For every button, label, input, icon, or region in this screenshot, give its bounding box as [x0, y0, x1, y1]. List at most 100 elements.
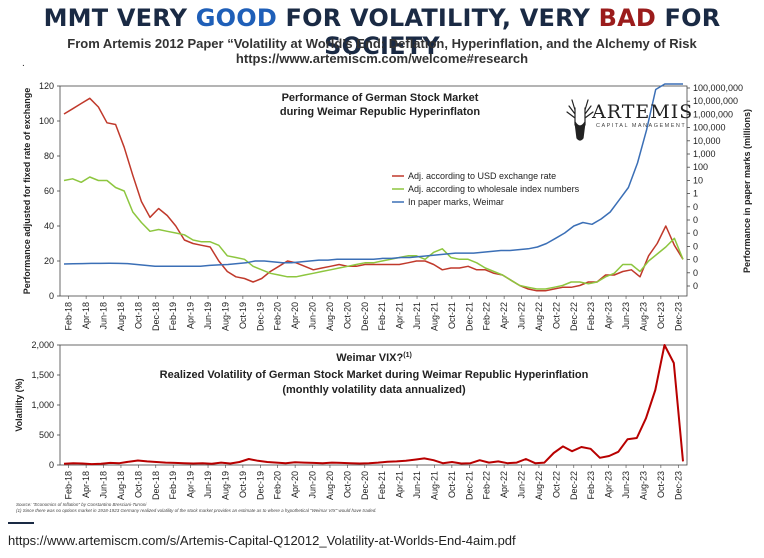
x-tick-label: Dec-19	[255, 302, 265, 331]
bottom-chart-title-2: Realized Volatility of German Stock Mark…	[160, 369, 589, 381]
y-tick-label: 20	[44, 256, 54, 266]
bottom-title-main: Weimar VIX?	[336, 352, 403, 364]
top-chart-title-2: during Weimar Republic Hyperinflaton	[280, 106, 481, 118]
headline-bad: BAD	[598, 4, 656, 32]
x-tick-label: Aug-21	[429, 471, 439, 500]
y-tick-label: 0	[49, 460, 54, 470]
x-tick-label: Oct-19	[238, 471, 248, 498]
logo-sub: CAPITAL MANAGEMENT	[596, 123, 686, 129]
x-tick-label: Apr-23	[604, 471, 614, 498]
x-tick-label: Apr-21	[395, 471, 405, 498]
x-tick-label: Apr-20	[290, 302, 300, 329]
x-tick-label: Jun-23	[621, 302, 631, 330]
y-tick-label: 120	[39, 81, 54, 91]
headline-part3: FOR SOCIETY	[324, 4, 721, 60]
y2-tick-label: 100,000,000	[693, 83, 743, 93]
x-tick-label: Dec-22	[569, 471, 579, 500]
logo-name: ARTEMIS	[591, 101, 693, 123]
x-tick-label: Aug-22	[534, 471, 544, 500]
y2-tick-label: 100	[693, 162, 708, 172]
subtitle: From Artemis 2012 Paper “Volatility at W…	[67, 36, 697, 51]
x-tick-label: Oct-20	[342, 302, 352, 329]
dot-mark: .	[22, 58, 25, 69]
x-tick-label: Oct-20	[342, 471, 352, 498]
x-tick-label: Feb-19	[168, 302, 178, 331]
y2-tick-label: 0	[693, 215, 698, 225]
x-tick-label: Dec-18	[151, 471, 161, 500]
x-tick-label: Jun-20	[308, 302, 318, 330]
headline-good: GOOD	[195, 4, 277, 32]
x-tick-label: Aug-18	[116, 471, 126, 500]
legend: Adj. according to USD exchange rate Adj.…	[392, 171, 580, 207]
x-tick-label: Aug-20	[325, 302, 335, 331]
series-line-1	[63, 176, 684, 290]
artemis-logo: ARTEMIS CAPITAL MANAGEMENT	[566, 99, 693, 141]
x-tick-label: Aug-23	[638, 471, 648, 500]
x-tick-label: Oct-19	[238, 302, 248, 329]
y2-tick-label: 0	[693, 281, 698, 291]
x-tick-label: Jun-19	[203, 471, 213, 499]
x-tick-label: Jun-22	[517, 471, 527, 499]
x-tick-label: Feb-20	[273, 471, 283, 500]
bottom-chart-title-1: Weimar VIX?(1)	[336, 352, 412, 364]
source-note: Source: "Economics of Inflation" by Cons…	[16, 502, 147, 507]
x-tick-label: Jun-18	[99, 471, 109, 499]
x-tick-label: Jun-23	[621, 471, 631, 499]
top-series-lines	[63, 83, 684, 292]
bottom-x-axis: Feb-18 Apr-18 Jun-18 Aug-18 Oct-18 Dec-18 Feb-…	[64, 465, 683, 500]
top-y2-axis-label: Performance in paper marks (millions)	[742, 109, 752, 273]
x-tick-label: Feb-18	[64, 302, 74, 331]
y-tick-label: 500	[39, 430, 54, 440]
y2-tick-label: 1,000	[693, 149, 716, 159]
x-tick-label: Feb-21	[377, 302, 387, 331]
x-tick-label: Apr-20	[290, 471, 300, 498]
top-y-axis: 0 20 40 60 80 100 120	[39, 81, 60, 301]
x-tick-label: Aug-19	[220, 471, 230, 500]
headline: MMT VERY GOOD FOR VOLATILITY, VERY BAD F…	[0, 4, 764, 60]
legend-label-usd: Adj. according to USD exchange rate	[408, 171, 556, 181]
x-tick-label: Feb-22	[482, 302, 492, 331]
x-tick-label: Dec-20	[360, 302, 370, 331]
x-tick-label: Feb-18	[64, 471, 74, 500]
footer-url: https://www.artemiscm.com/s/Artemis-Capi…	[8, 533, 516, 548]
top-chart-title-1: Performance of German Stock Market	[282, 92, 479, 104]
y2-tick-label: 1	[693, 189, 698, 199]
x-tick-label: Jun-18	[99, 302, 109, 330]
y-tick-label: 100	[39, 116, 54, 126]
x-tick-label: Dec-23	[673, 471, 683, 500]
x-tick-label: Feb-23	[586, 302, 596, 331]
x-tick-label: Aug-18	[116, 302, 126, 331]
x-tick-label: Dec-21	[464, 471, 474, 500]
x-tick-label: Feb-23	[586, 471, 596, 500]
y-tick-label: 80	[44, 151, 54, 161]
x-tick-label: Oct-22	[551, 302, 561, 329]
y2-tick-label: 1,000,000	[693, 109, 733, 119]
y2-tick-label: 10	[693, 175, 703, 185]
bottom-y-axis: 0 500 1,000 1,500 2,000	[31, 340, 60, 470]
x-tick-label: Feb-21	[377, 471, 387, 500]
y2-tick-label: 0	[693, 268, 698, 278]
footer-rule	[8, 522, 34, 524]
x-tick-label: Apr-22	[499, 471, 509, 498]
headline-part1: MMT VERY	[43, 4, 196, 32]
top-y2-axis: 0 0 0 0 0 0 0 1 10 100 1,000 10,000 100,000 1,000,000…	[687, 83, 743, 291]
legend-label-wholesale: Adj. according to wholesale index number…	[408, 184, 580, 194]
bottom-y-axis-label: Volatility (%)	[14, 378, 24, 431]
x-tick-label: Apr-18	[81, 302, 91, 329]
x-tick-label: Oct-18	[133, 471, 143, 498]
x-tick-label: Oct-21	[447, 302, 457, 329]
x-tick-label: Jun-19	[203, 302, 213, 330]
y-tick-label: 60	[44, 186, 54, 196]
y2-tick-label: 0	[693, 228, 698, 238]
x-tick-label: Apr-23	[604, 302, 614, 329]
x-tick-label: Aug-23	[638, 302, 648, 331]
y2-tick-label: 10,000	[693, 136, 721, 146]
y2-tick-label: 0	[693, 202, 698, 212]
x-tick-label: Aug-21	[429, 302, 439, 331]
y2-tick-label: 100,000	[693, 123, 726, 133]
x-tick-label: Apr-22	[499, 302, 509, 329]
x-tick-label: Feb-22	[482, 471, 492, 500]
x-tick-label: Dec-22	[569, 302, 579, 331]
x-tick-label: Oct-18	[133, 302, 143, 329]
x-tick-label: Apr-18	[81, 471, 91, 498]
